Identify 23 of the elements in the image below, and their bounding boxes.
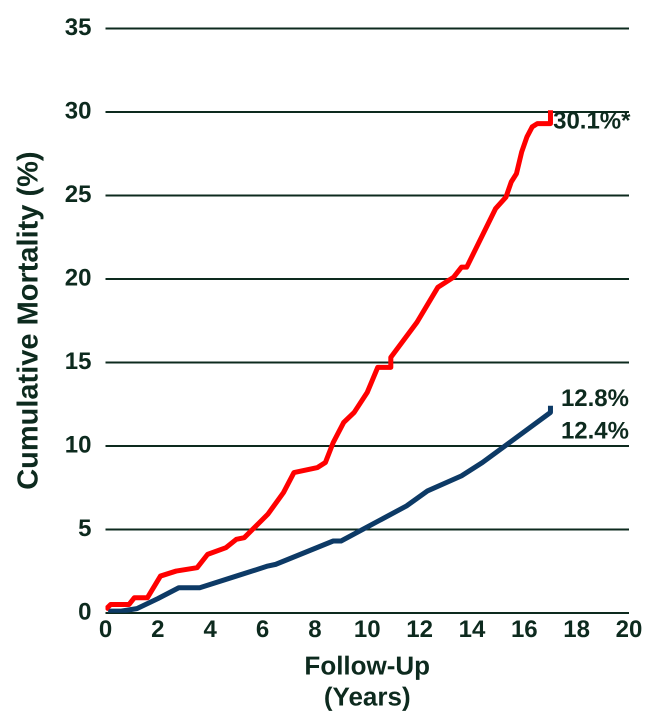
y-tick-label: 10 — [64, 431, 92, 458]
x-tick-label: 18 — [563, 616, 590, 643]
x-tick-label: 8 — [308, 616, 322, 643]
x-tick-label: 4 — [204, 616, 218, 643]
annotation: 12.4% — [560, 417, 630, 444]
x-axis-title: Follow-Up (Years) — [304, 650, 430, 712]
y-tick-label: 30 — [64, 98, 92, 125]
y-tick-label: 25 — [64, 180, 92, 208]
x-tick-label: 20 — [616, 616, 642, 643]
annotation: 12.8% — [560, 385, 630, 412]
x-tick-label: 6 — [256, 616, 270, 643]
x-tick-label: 14 — [458, 616, 486, 643]
y-tick-label: 15 — [64, 348, 92, 375]
x-tick-label: 16 — [510, 616, 538, 643]
x-tick-label: 10 — [354, 616, 381, 643]
x-tick-label: 2 — [151, 616, 165, 643]
y-tick-label: 35 — [64, 14, 92, 42]
y-tick-label: 5 — [78, 514, 92, 542]
y-tick-label: 0 — [78, 598, 92, 626]
y-tick-label: 20 — [64, 264, 92, 292]
x-tick-label: 12 — [406, 616, 433, 643]
x-tick-label: 0 — [98, 616, 112, 643]
y-axis-title: Cumulative Mortality (%) — [12, 151, 44, 490]
